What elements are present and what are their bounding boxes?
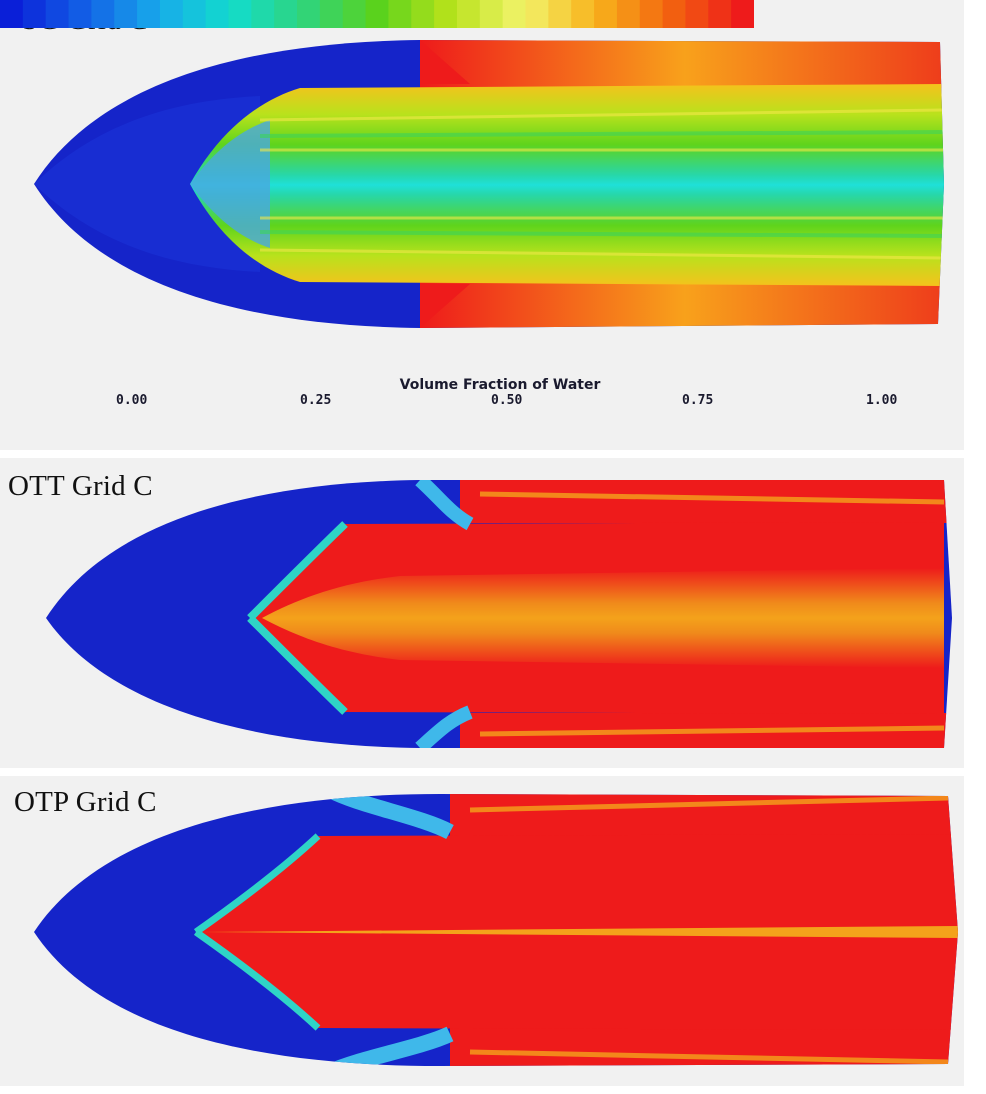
colorbar-step bbox=[274, 0, 298, 28]
colorbar-step bbox=[731, 0, 754, 28]
panel-sg-grid-c: SG Grid C Volume Fraction of Water 0.00 … bbox=[0, 0, 964, 450]
colorbar-step bbox=[137, 0, 161, 28]
colorbar-step bbox=[91, 0, 115, 28]
colorbar-step bbox=[182, 0, 207, 28]
colorbar-step bbox=[319, 0, 344, 28]
colorbar-step bbox=[228, 0, 252, 28]
colorbar bbox=[0, 0, 754, 28]
panel-otp-grid-c: OTP Grid C bbox=[0, 776, 964, 1086]
hull-contour-sg bbox=[34, 40, 944, 328]
colorbar-legend: Volume Fraction of Water 0.00 0.25 0.50 … bbox=[0, 0, 964, 450]
colorbar-step bbox=[22, 0, 47, 28]
colorbar-step bbox=[525, 0, 549, 28]
colorbar-step bbox=[68, 0, 92, 28]
colorbar-step bbox=[251, 0, 275, 28]
panel-ott-grid-c: OTT Grid C bbox=[0, 458, 964, 768]
panel-title: OTT Grid C bbox=[8, 470, 153, 502]
colorbar-step bbox=[114, 0, 138, 28]
colorbar-step bbox=[205, 0, 230, 28]
legend-tick-1: 0.25 bbox=[300, 393, 332, 408]
legend-tick-4: 1.00 bbox=[866, 393, 898, 408]
colorbar-step bbox=[456, 0, 481, 28]
panel-title: OTP Grid C bbox=[14, 786, 157, 818]
colorbar-step bbox=[708, 0, 732, 28]
hull-contour-ott bbox=[46, 480, 952, 748]
colorbar-step bbox=[594, 0, 618, 28]
colorbar-step bbox=[479, 0, 504, 28]
colorbar-step bbox=[388, 0, 412, 28]
colorbar-step bbox=[434, 0, 458, 28]
colorbar-step bbox=[662, 0, 687, 28]
colorbar-step bbox=[365, 0, 390, 28]
colorbar-step bbox=[342, 0, 367, 28]
legend-tick-3: 0.75 bbox=[682, 393, 714, 408]
colorbar-step bbox=[685, 0, 709, 28]
colorbar-step bbox=[0, 0, 24, 28]
colorbar-step bbox=[616, 0, 641, 28]
legend-tick-0: 0.00 bbox=[116, 393, 148, 408]
colorbar-step bbox=[502, 0, 527, 28]
legend-tick-2: 0.50 bbox=[491, 393, 523, 408]
hull-contour-otp bbox=[34, 794, 958, 1066]
colorbar-step bbox=[571, 0, 595, 28]
colorbar-step bbox=[411, 0, 435, 28]
legend-title: Volume Fraction of Water bbox=[399, 377, 601, 393]
colorbar-step bbox=[159, 0, 184, 28]
colorbar-step bbox=[297, 0, 321, 28]
colorbar-step bbox=[45, 0, 70, 28]
colorbar-step bbox=[639, 0, 664, 28]
colorbar-step bbox=[548, 0, 572, 28]
